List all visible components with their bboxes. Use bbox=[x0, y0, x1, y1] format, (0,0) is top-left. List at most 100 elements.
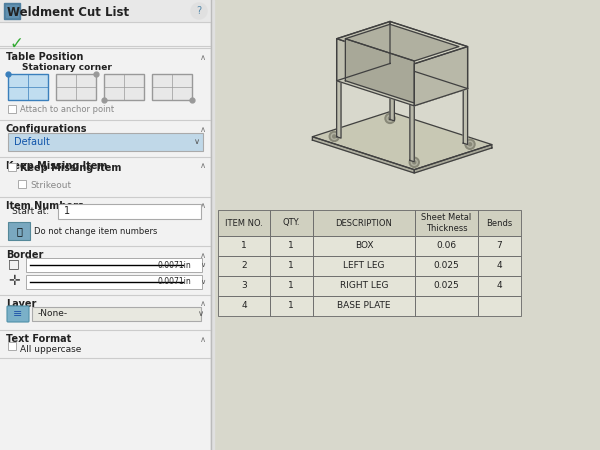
FancyBboxPatch shape bbox=[7, 306, 29, 322]
Text: Layer: Layer bbox=[6, 299, 37, 309]
Bar bbox=[313, 276, 415, 296]
Bar bbox=[478, 256, 521, 276]
Bar bbox=[270, 296, 313, 316]
Text: ∨: ∨ bbox=[194, 138, 200, 147]
Bar bbox=[8, 133, 203, 151]
Bar bbox=[211, 0, 214, 450]
Text: All uppercase: All uppercase bbox=[20, 345, 82, 354]
Bar bbox=[218, 256, 270, 276]
Bar bbox=[218, 210, 270, 236]
Text: QTY.: QTY. bbox=[283, 219, 300, 228]
Text: 1: 1 bbox=[289, 261, 294, 270]
Bar bbox=[8, 222, 30, 240]
Bar bbox=[313, 236, 415, 256]
Text: 2: 2 bbox=[241, 261, 247, 270]
Circle shape bbox=[333, 135, 336, 138]
Circle shape bbox=[413, 161, 416, 164]
Text: 3: 3 bbox=[241, 282, 247, 291]
Bar bbox=[270, 210, 313, 236]
Polygon shape bbox=[346, 39, 414, 103]
Bar bbox=[218, 276, 270, 296]
Bar bbox=[415, 296, 478, 316]
Text: Configurations: Configurations bbox=[6, 124, 88, 134]
Bar bbox=[6, 5, 18, 17]
Polygon shape bbox=[337, 39, 414, 106]
Circle shape bbox=[385, 113, 395, 123]
Polygon shape bbox=[410, 104, 414, 162]
Bar bbox=[313, 296, 415, 316]
Text: 1: 1 bbox=[289, 282, 294, 291]
Circle shape bbox=[469, 143, 472, 146]
Text: 1: 1 bbox=[289, 302, 294, 310]
Text: 1: 1 bbox=[241, 242, 247, 251]
Text: 0.025: 0.025 bbox=[433, 261, 459, 270]
Bar bbox=[8, 342, 16, 350]
Text: Stationary corner: Stationary corner bbox=[22, 63, 112, 72]
Bar bbox=[415, 236, 478, 256]
Polygon shape bbox=[410, 87, 467, 106]
Text: ∧: ∧ bbox=[200, 125, 206, 134]
Text: ∧: ∧ bbox=[200, 53, 206, 62]
Bar bbox=[313, 210, 415, 236]
Text: Do not change item numbers: Do not change item numbers bbox=[34, 226, 157, 235]
Polygon shape bbox=[463, 87, 467, 144]
Text: Start at:: Start at: bbox=[12, 207, 49, 216]
Circle shape bbox=[331, 134, 337, 140]
Bar bbox=[58, 204, 201, 219]
Text: ITEM NO.: ITEM NO. bbox=[225, 219, 263, 228]
Text: ✓: ✓ bbox=[10, 35, 24, 53]
Text: Keep Missing Item: Keep Missing Item bbox=[6, 161, 107, 171]
Polygon shape bbox=[313, 137, 414, 173]
Text: LEFT LEG: LEFT LEG bbox=[343, 261, 385, 270]
Polygon shape bbox=[414, 144, 492, 173]
Bar bbox=[313, 256, 415, 276]
Bar bbox=[8, 105, 16, 113]
Polygon shape bbox=[337, 81, 341, 138]
Circle shape bbox=[411, 159, 417, 165]
Bar bbox=[26, 275, 202, 289]
Text: ∨: ∨ bbox=[198, 310, 204, 319]
Polygon shape bbox=[346, 24, 459, 61]
Bar bbox=[104, 74, 144, 100]
Polygon shape bbox=[337, 22, 390, 81]
Bar bbox=[270, 276, 313, 296]
Text: ∧: ∧ bbox=[200, 251, 206, 260]
Bar bbox=[478, 210, 521, 236]
Text: ?: ? bbox=[196, 6, 202, 16]
Circle shape bbox=[389, 117, 392, 120]
Text: 0.06: 0.06 bbox=[436, 242, 457, 251]
Bar bbox=[270, 236, 313, 256]
Bar bbox=[218, 296, 270, 316]
Bar bbox=[0, 0, 211, 22]
Bar bbox=[478, 296, 521, 316]
Text: Weldment Cut List: Weldment Cut List bbox=[7, 5, 129, 18]
Text: BOX: BOX bbox=[355, 242, 373, 251]
Text: 0.025: 0.025 bbox=[433, 282, 459, 291]
Bar bbox=[478, 236, 521, 256]
Text: 4: 4 bbox=[241, 302, 247, 310]
Text: ∧: ∧ bbox=[200, 202, 206, 211]
Text: ∧: ∧ bbox=[200, 300, 206, 309]
Bar bbox=[152, 74, 192, 100]
Text: 🔒: 🔒 bbox=[16, 226, 22, 236]
Text: DESCRIPTION: DESCRIPTION bbox=[335, 219, 392, 228]
Bar bbox=[32, 307, 201, 321]
Text: 0.0071in: 0.0071in bbox=[157, 278, 191, 287]
Circle shape bbox=[409, 158, 419, 167]
Polygon shape bbox=[313, 112, 492, 170]
Text: Item Numbers: Item Numbers bbox=[6, 201, 83, 211]
Bar bbox=[4, 3, 20, 19]
Bar bbox=[415, 276, 478, 296]
Bar bbox=[218, 236, 270, 256]
Bar bbox=[211, 0, 600, 450]
Text: Default: Default bbox=[14, 137, 50, 147]
Polygon shape bbox=[390, 22, 467, 89]
Polygon shape bbox=[337, 22, 467, 64]
Bar bbox=[8, 163, 16, 171]
Bar bbox=[270, 256, 313, 276]
Text: □: □ bbox=[8, 257, 20, 270]
Text: Border: Border bbox=[6, 250, 43, 260]
Bar bbox=[8, 74, 48, 100]
Text: ∧: ∧ bbox=[200, 334, 206, 343]
Text: ∨: ∨ bbox=[200, 262, 206, 268]
